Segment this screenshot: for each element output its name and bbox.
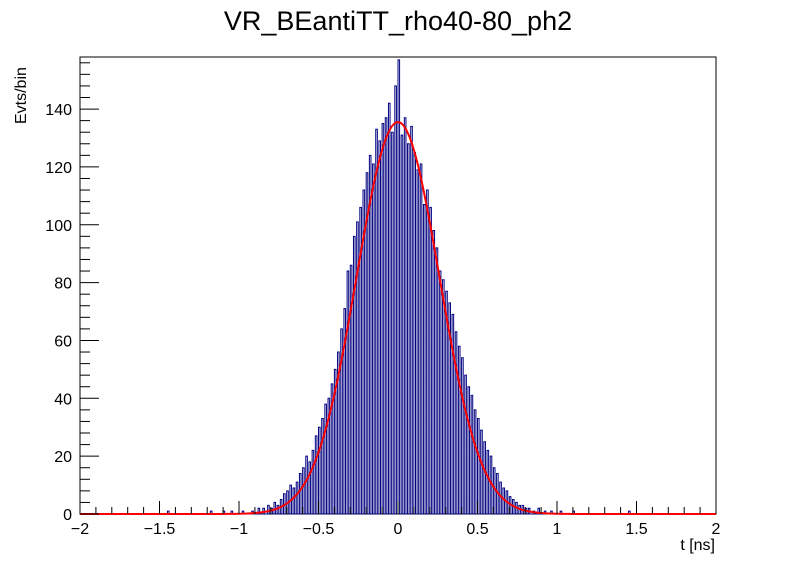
x-tick-label: 0.5 xyxy=(466,521,488,538)
y-tick-label: 40 xyxy=(54,391,72,408)
histogram-series xyxy=(80,59,716,515)
y-tick-label: 140 xyxy=(45,102,72,119)
y-tick-label: 100 xyxy=(45,218,72,235)
y-tick-label: 60 xyxy=(54,333,72,350)
gaussian-fit-line xyxy=(80,121,716,515)
x-tick-label: −2 xyxy=(71,521,89,538)
y-tick-label: 20 xyxy=(54,449,72,466)
x-tick-label: 0 xyxy=(394,521,403,538)
chart-title: VR_BEantiTT_rho40-80_ph2 xyxy=(223,6,573,36)
x-tick-label: −1.5 xyxy=(144,521,176,538)
x-axis-label: t [ns] xyxy=(680,537,715,554)
x-tick-label: 1.5 xyxy=(625,521,647,538)
x-tick-label: −1 xyxy=(230,521,248,538)
y-tick-label: 120 xyxy=(45,160,72,177)
y-tick-label: 80 xyxy=(54,276,72,293)
y-tick-label: 0 xyxy=(63,507,72,524)
x-tick-label: 2 xyxy=(712,521,721,538)
x-tick-label: 1 xyxy=(553,521,562,538)
x-tick-label: −0.5 xyxy=(303,521,335,538)
